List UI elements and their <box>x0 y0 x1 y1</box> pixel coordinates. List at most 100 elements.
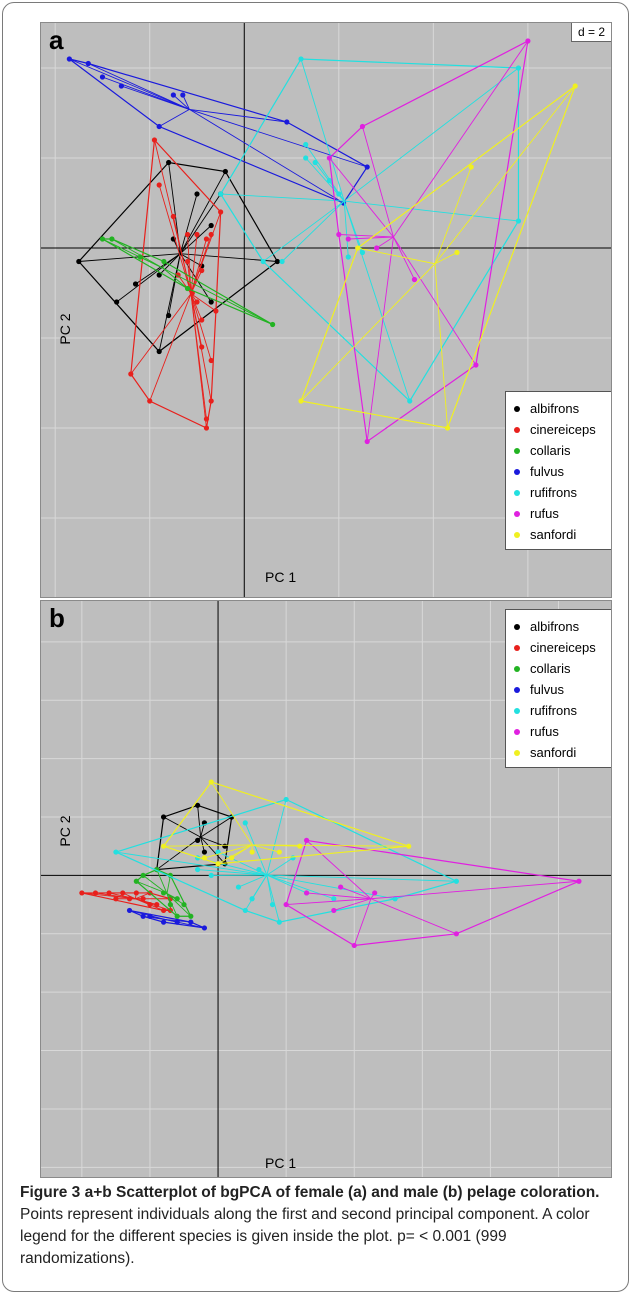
star-line-sanfordi <box>434 252 458 265</box>
star-line-sanfordi <box>434 263 448 429</box>
legend-item-cinereiceps: cinereiceps <box>506 637 611 658</box>
hull-rufus <box>328 39 529 443</box>
star-line-rufus <box>370 898 457 935</box>
star-line-sanfordi <box>251 844 280 853</box>
point-rufifrons <box>407 398 413 404</box>
legend-label-collaris: collaris <box>530 661 571 676</box>
star-line-sanfordi <box>210 781 253 846</box>
point-sanfordi <box>454 249 460 256</box>
point-rufifrons <box>235 884 242 890</box>
star-line-cinereiceps <box>158 184 192 294</box>
point-fulvus <box>126 907 133 914</box>
star-line-sanfordi <box>300 263 436 402</box>
point-rufifrons <box>113 849 119 855</box>
point-rufifrons <box>359 249 366 256</box>
point-collaris <box>160 890 167 896</box>
star-line-rufus <box>306 840 372 900</box>
legend-swatch-rufifrons <box>514 489 520 496</box>
hull-cinereiceps <box>130 138 222 429</box>
point-rufifrons <box>392 896 398 902</box>
point-collaris <box>133 878 139 884</box>
star-line-rufus <box>286 898 371 906</box>
legend-a: albifrons cinereiceps collaris fulvus rufifr… <box>505 391 611 550</box>
star-line-rufifrons <box>266 857 294 876</box>
point-fulvus <box>174 919 180 925</box>
point-rufifrons <box>453 878 459 884</box>
star-line-albifrons <box>200 836 226 865</box>
scatterplot-panel-b: b PC 1 PC 2 albifrons cinereiceps collaris… <box>40 600 612 1178</box>
star-line-rufifrons <box>266 799 287 876</box>
star-line-sanfordi <box>357 247 436 265</box>
legend-label-rufifrons: rufifrons <box>530 485 577 500</box>
star-line-rufifrons <box>266 874 334 900</box>
legend-item-cinereiceps: cinereiceps <box>506 419 611 440</box>
star-line-rufifrons <box>220 193 345 202</box>
point-sanfordi <box>215 861 221 867</box>
point-cinereiceps <box>147 901 153 908</box>
point-cinereiceps <box>147 398 153 404</box>
star-line-cinereiceps <box>187 234 192 294</box>
point-fulvus <box>66 56 72 62</box>
point-fulvus <box>156 123 162 130</box>
point-rufifrons <box>215 849 221 855</box>
star-line-cinereiceps <box>190 234 198 294</box>
point-collaris <box>174 896 180 902</box>
star-line-rufus <box>340 886 372 900</box>
legend-b: albifrons cinereiceps collaris fulvus rufifr… <box>505 609 611 768</box>
point-rufifrons <box>298 56 304 62</box>
point-rufifrons <box>283 796 289 803</box>
point-cinereiceps <box>208 398 214 404</box>
star-line-cinereiceps <box>149 293 192 402</box>
point-sanfordi <box>355 245 361 251</box>
point-sanfordi <box>229 855 235 861</box>
legend-swatch-rufus <box>514 510 520 517</box>
legend-label-sanfordi: sanfordi <box>530 527 577 542</box>
point-sanfordi <box>160 843 167 849</box>
point-collaris <box>181 901 187 908</box>
point-rufifrons <box>303 155 309 161</box>
legend-item-albifrons: albifrons <box>506 616 611 637</box>
point-collaris <box>167 901 173 908</box>
point-collaris <box>184 285 191 292</box>
star-line-rufifrons <box>343 67 519 202</box>
point-cinereiceps <box>92 890 99 896</box>
x-axis-label-a: PC 1 <box>265 569 297 585</box>
point-collaris <box>188 913 194 919</box>
star-line-rufus <box>376 236 394 249</box>
point-cinereiceps <box>213 308 219 314</box>
scatterplot-a-svg <box>41 23 611 597</box>
point-rufifrons <box>326 177 332 184</box>
point-rufus <box>576 878 582 884</box>
legend-swatch-collaris <box>514 447 520 454</box>
legend-item-rufus: rufus <box>506 503 611 524</box>
point-cinereiceps <box>203 425 210 431</box>
star-line-albifrons <box>158 253 181 352</box>
point-cinereiceps <box>199 344 205 350</box>
star-line-sanfordi <box>434 166 472 264</box>
point-rufus <box>453 931 459 937</box>
point-fulvus <box>170 92 176 98</box>
point-rufifrons <box>331 896 337 902</box>
star-line-cinereiceps <box>187 261 192 294</box>
point-fulvus <box>147 913 153 919</box>
legend-swatch-albifrons <box>514 405 520 412</box>
star-line-albifrons <box>200 836 226 847</box>
point-fulvus <box>284 119 290 125</box>
point-cinereiceps <box>208 231 214 238</box>
point-rufus <box>338 884 344 890</box>
legend-label-cinereiceps: cinereiceps <box>530 640 596 655</box>
hull-albifrons <box>78 161 279 353</box>
point-rufus <box>331 907 337 914</box>
star-line-rufus <box>333 898 372 911</box>
point-albifrons <box>194 191 200 197</box>
caption-title: Figure 3 a+b Scatterplot of bgPCA of fem… <box>20 1184 600 1201</box>
legend-item-fulvus: fulvus <box>506 461 611 482</box>
point-fulvus <box>99 74 106 80</box>
star-line-rufifrons <box>244 874 268 911</box>
legend-swatch-fulvus <box>514 468 520 475</box>
point-cinereiceps <box>133 890 139 896</box>
star-line-fulvus <box>88 63 190 110</box>
point-cinereiceps <box>126 896 133 902</box>
panel-letter-a: a <box>49 25 64 55</box>
point-cinereiceps <box>203 236 210 242</box>
